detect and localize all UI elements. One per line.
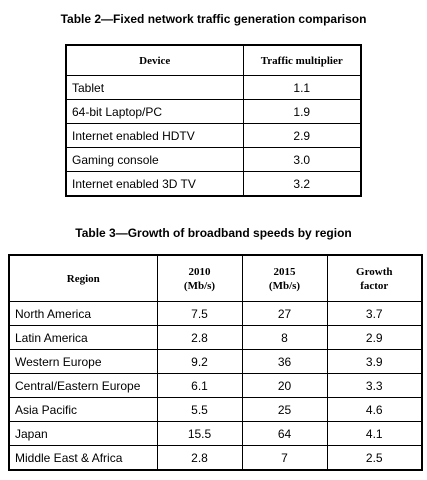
speed-2010-cell: 2.8: [156, 445, 243, 471]
multiplier-cell: 3.0: [242, 147, 362, 172]
table-row: Gaming console 3.0: [65, 147, 362, 172]
growth-factor-cell: 2.5: [326, 445, 423, 471]
speed-2015-cell: 64: [241, 421, 328, 446]
speed-2015-cell: 25: [241, 397, 328, 422]
speed-2010-cell: 9.2: [156, 349, 243, 374]
multiplier-cell: 1.1: [242, 75, 362, 100]
header-growth-line2: factor: [360, 279, 389, 292]
region-cell: North America: [8, 301, 158, 326]
table-row: Tablet 1.1: [65, 75, 362, 100]
growth-factor-cell: 3.7: [326, 301, 423, 326]
traffic-multiplier-table: Device Traffic multiplier Tablet 1.1 64-…: [65, 44, 362, 197]
table-row: Middle East & Africa 2.8 7 2.5: [8, 445, 423, 471]
table-row: Internet enabled 3D TV 3.2: [65, 171, 362, 197]
table-row: Asia Pacific 5.5 25 4.6: [8, 397, 423, 422]
region-cell: Middle East & Africa: [8, 445, 158, 471]
speed-2015-cell: 36: [241, 349, 328, 374]
device-cell: Tablet: [65, 75, 244, 100]
table-row: Internet enabled HDTV 2.9: [65, 123, 362, 148]
speed-2015-cell: 8: [241, 325, 328, 350]
header-2015-unit: (Mb/s): [268, 279, 301, 292]
table-row: Japan 15.5 64 4.1: [8, 421, 423, 446]
table-row: Central/Eastern Europe 6.1 20 3.3: [8, 373, 423, 398]
growth-factor-cell: 3.3: [326, 373, 423, 398]
speed-2010-cell: 7.5: [156, 301, 243, 326]
column-header-region: Region: [8, 254, 158, 302]
speed-2010-cell: 6.1: [156, 373, 243, 398]
region-cell: Asia Pacific: [8, 397, 158, 422]
broadband-growth-table: Region 2010 (Mb/s) 2015 (Mb/s) Growth fa…: [8, 254, 423, 471]
multiplier-cell: 1.9: [242, 99, 362, 124]
table-row: Western Europe 9.2 36 3.9: [8, 349, 423, 374]
table2-caption: Table 2—Fixed network traffic generation…: [60, 12, 367, 26]
device-cell: Gaming console: [65, 147, 244, 172]
region-cell: Japan: [8, 421, 158, 446]
column-header-2010: 2010 (Mb/s): [156, 254, 243, 302]
header-2015-year: 2015: [273, 265, 296, 278]
device-cell: Internet enabled HDTV: [65, 123, 244, 148]
column-header-device: Device: [65, 44, 244, 76]
speed-2010-cell: 15.5: [156, 421, 243, 446]
table-header-row: Device Traffic multiplier: [65, 44, 362, 76]
growth-factor-cell: 2.9: [326, 325, 423, 350]
table-header-row: Region 2010 (Mb/s) 2015 (Mb/s) Growth fa…: [8, 254, 423, 302]
multiplier-cell: 2.9: [242, 123, 362, 148]
speed-2010-cell: 5.5: [156, 397, 243, 422]
region-cell: Latin America: [8, 325, 158, 350]
region-cell: Central/Eastern Europe: [8, 373, 158, 398]
growth-factor-cell: 4.1: [326, 421, 423, 446]
table-row: 64-bit Laptop/PC 1.9: [65, 99, 362, 124]
speed-2015-cell: 20: [241, 373, 328, 398]
device-cell: 64-bit Laptop/PC: [65, 99, 244, 124]
table3-caption: Table 3—Growth of broadband speeds by re…: [75, 226, 352, 240]
header-growth-line1: Growth: [356, 265, 393, 278]
device-cell: Internet enabled 3D TV: [65, 171, 244, 197]
region-cell: Western Europe: [8, 349, 158, 374]
header-2010-year: 2010: [188, 265, 211, 278]
table-row: North America 7.5 27 3.7: [8, 301, 423, 326]
column-header-traffic-multiplier: Traffic multiplier: [242, 44, 362, 76]
speed-2010-cell: 2.8: [156, 325, 243, 350]
table-row: Latin America 2.8 8 2.9: [8, 325, 423, 350]
column-header-growth-factor: Growth factor: [326, 254, 423, 302]
growth-factor-cell: 4.6: [326, 397, 423, 422]
speed-2015-cell: 27: [241, 301, 328, 326]
column-header-2015: 2015 (Mb/s): [241, 254, 328, 302]
speed-2015-cell: 7: [241, 445, 328, 471]
header-2010-unit: (Mb/s): [183, 279, 216, 292]
multiplier-cell: 3.2: [242, 171, 362, 197]
growth-factor-cell: 3.9: [326, 349, 423, 374]
